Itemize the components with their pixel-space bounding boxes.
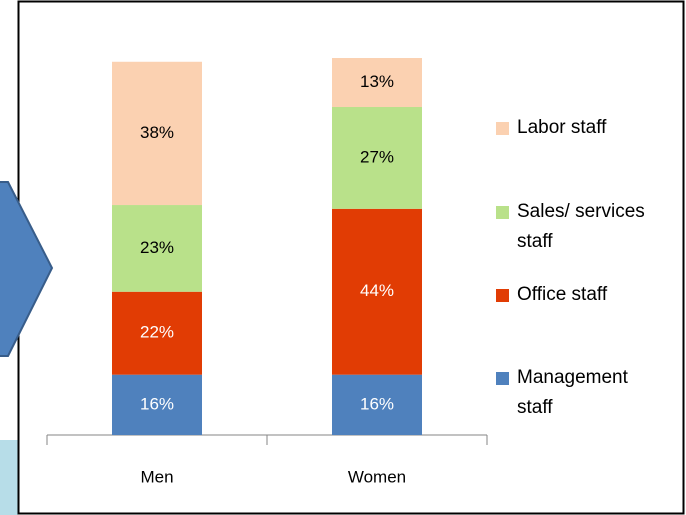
legend-label: Management staff: [517, 367, 628, 418]
legend-item: Labor staff: [496, 113, 666, 143]
legend-item: Management staff: [496, 363, 666, 423]
value-label: 16%: [140, 394, 174, 413]
legend-label: Labor staff: [517, 117, 607, 138]
value-label: 44%: [360, 281, 394, 300]
value-label: 38%: [140, 123, 174, 142]
bar-segment: [332, 208, 422, 375]
value-label: 27%: [360, 147, 394, 166]
legend-label: Sales/ services staff: [517, 201, 645, 252]
legend-item: Sales/ services staff: [496, 197, 666, 257]
value-label: 16%: [360, 394, 394, 413]
value-label: 23%: [140, 238, 174, 257]
decor-rect: [0, 440, 18, 515]
x-tick-label: Women: [348, 467, 406, 486]
bar-segment: [112, 374, 202, 435]
legend-swatch: [496, 372, 509, 385]
legend-swatch: [496, 122, 509, 135]
legend-swatch: [496, 289, 509, 302]
bar-segment: [112, 291, 202, 375]
bar-segment: [332, 58, 422, 108]
bar-segment: [112, 205, 202, 292]
legend-item: Office staff: [496, 280, 666, 310]
bar-segment: [332, 107, 422, 209]
value-label: 22%: [140, 323, 174, 342]
x-tick-label: Men: [140, 467, 173, 486]
bar-segment: [112, 61, 202, 206]
bar-segment: [332, 374, 422, 435]
legend-label: Office staff: [517, 284, 608, 305]
plot: 16% 22% 23% 38% Men 16% 44% 27% 13% Women: [46, 58, 488, 486]
decor-arrow: [0, 181, 54, 357]
value-label: 13%: [360, 72, 394, 91]
legend-swatch: [496, 206, 509, 219]
